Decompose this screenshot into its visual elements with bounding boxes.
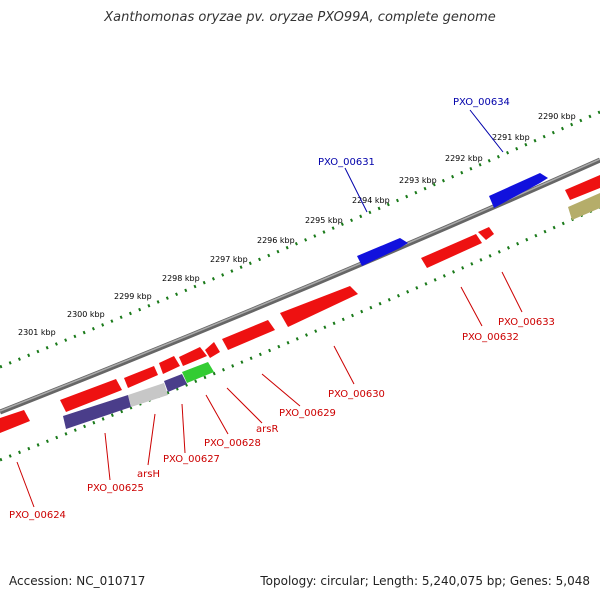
gene-pxo-00625-b[interactable] xyxy=(63,395,131,429)
gene-labels: PXO_00634 PXO_00631 PXO_00633 PXO_00632 … xyxy=(9,97,555,521)
label-arsR: arsR xyxy=(256,424,278,435)
tick-label: 2298 kbp xyxy=(162,274,200,283)
gene-arsH-b[interactable] xyxy=(128,383,168,407)
tick-label: 2290 kbp xyxy=(538,112,576,121)
forward-genes xyxy=(0,175,600,433)
map-title: Xanthomonas oryzae pv. oryzae PXO99A, co… xyxy=(104,10,496,25)
tick-labels: 2290 kbp 2291 kbp 2292 kbp 2293 kbp 2294 kbp… xyxy=(18,112,576,337)
tick-label: 2296 kbp xyxy=(257,236,295,245)
label-pxo-00630: PXO_00630 xyxy=(328,389,385,400)
gene-edge-right-olive[interactable] xyxy=(568,193,600,220)
gene-edge-right-red[interactable] xyxy=(565,175,600,200)
gene-pxo-00627-b[interactable] xyxy=(164,374,187,392)
gene-pxo-00625-a[interactable] xyxy=(60,379,122,412)
gene-pxo-00629[interactable] xyxy=(222,320,275,350)
gene-pxo-00632[interactable] xyxy=(421,234,482,268)
gene-pxo-00627-a[interactable] xyxy=(159,356,180,374)
label-pxo-00625: PXO_00625 xyxy=(87,483,144,494)
gene-pxo-00627-green[interactable] xyxy=(182,362,214,383)
genome-summary-text: Topology: circular; Length: 5,240,075 bp… xyxy=(260,574,590,588)
reverse-genes xyxy=(357,173,548,266)
tick-label: 2291 kbp xyxy=(492,133,530,142)
gene-pxo-00631[interactable] xyxy=(357,238,408,266)
label-pxo-00627: PXO_00627 xyxy=(163,454,220,465)
gene-arsR[interactable] xyxy=(205,342,220,358)
label-pxo-00631: PXO_00631 xyxy=(318,157,375,168)
tick-label: 2295 kbp xyxy=(305,216,343,225)
genome-backbone-highlight xyxy=(0,158,600,412)
gene-arsH-a[interactable] xyxy=(124,366,158,388)
tick-label: 2297 kbp xyxy=(210,255,248,264)
inner-track-features xyxy=(63,193,600,429)
gene-pxo-00633[interactable] xyxy=(478,227,494,240)
label-pxo-00634: PXO_00634 xyxy=(453,97,510,108)
outer-tick-track xyxy=(0,110,600,369)
gene-pxo-00628[interactable] xyxy=(179,347,207,366)
label-arsH: arsH xyxy=(137,469,160,480)
gene-pxo-00634[interactable] xyxy=(489,173,548,208)
leader-lines xyxy=(16,109,523,508)
inner-tick-track xyxy=(0,205,600,462)
genome-backbone xyxy=(0,157,600,415)
gene-pxo-00624[interactable] xyxy=(0,410,30,433)
label-pxo-00633: PXO_00633 xyxy=(498,317,555,328)
tick-label: 2293 kbp xyxy=(399,176,437,185)
label-pxo-00629: PXO_00629 xyxy=(279,408,336,419)
tick-label: 2294 kbp xyxy=(352,196,390,205)
tick-label: 2292 kbp xyxy=(445,154,483,163)
gene-pxo-00630[interactable] xyxy=(280,286,358,327)
tick-label: 2300 kbp xyxy=(67,310,105,319)
label-pxo-00632: PXO_00632 xyxy=(462,332,519,343)
label-pxo-00628: PXO_00628 xyxy=(204,438,261,449)
accession-text: Accession: NC_010717 xyxy=(9,574,146,588)
tick-label: 2301 kbp xyxy=(18,328,56,337)
label-pxo-00624: PXO_00624 xyxy=(9,510,66,521)
tick-label: 2299 kbp xyxy=(114,292,152,301)
